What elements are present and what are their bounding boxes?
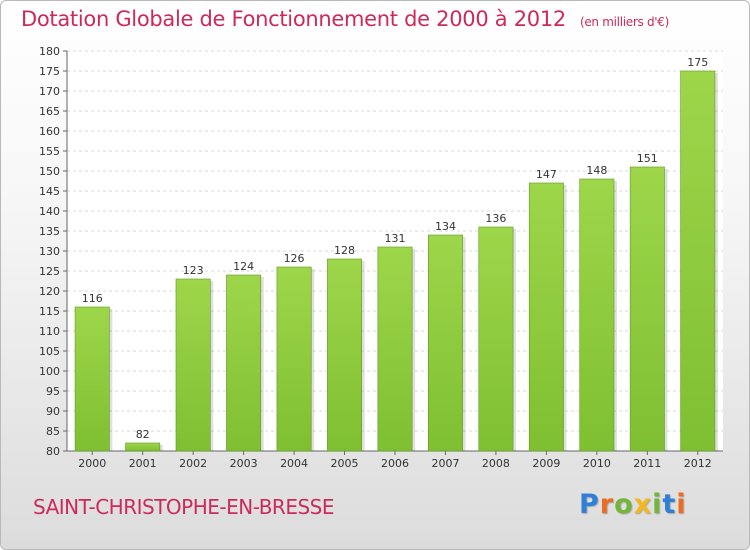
y-tick-label: 100: [39, 365, 60, 378]
x-tick-label: 2011: [633, 457, 661, 470]
logo-letter: x: [633, 489, 653, 520]
x-tick-label: 2003: [230, 457, 258, 470]
chart-unit: (en milliers d'€): [579, 15, 669, 29]
y-tick-label: 145: [39, 185, 60, 198]
data-label: 116: [82, 292, 103, 305]
bar-2001: [125, 442, 161, 452]
x-tick-label: 2012: [684, 457, 712, 470]
y-tick-label: 85: [46, 425, 60, 438]
y-tick-label: 160: [39, 125, 60, 138]
y-tick-label: 130: [39, 245, 60, 258]
data-label: 147: [536, 168, 557, 181]
logo-letter: i: [652, 489, 663, 520]
x-tick-label: 2009: [532, 457, 560, 470]
data-label: 131: [385, 232, 406, 245]
logo-letter: i: [676, 489, 687, 520]
commune-name: SAINT-CHRISTOPHE-EN-BRESSE: [33, 495, 335, 519]
x-tick-label: 2008: [482, 457, 510, 470]
data-label: 175: [687, 56, 708, 69]
y-tick-label: 105: [39, 345, 60, 358]
y-tick-label: 165: [39, 105, 60, 118]
x-tick-label: 2001: [129, 457, 157, 470]
y-tick-label: 175: [39, 65, 60, 78]
chart-title: Dotation Globale de Fonctionnement de 20…: [21, 7, 669, 31]
labels: 80 85 90 95 100 105 110 115 120 125 130 135 140 145 15…: [39, 45, 712, 470]
x-tick-label: 2002: [179, 457, 207, 470]
data-label: 124: [233, 260, 254, 273]
data-label: 134: [435, 220, 456, 233]
x-tick-label: 2006: [381, 457, 409, 470]
x-tick-label: 2007: [431, 457, 459, 470]
proxiti-logo: Proxiti: [579, 489, 687, 520]
y-tick-label: 170: [39, 85, 60, 98]
x-tick-label: 2000: [78, 457, 106, 470]
logo-letter: t: [662, 489, 677, 520]
bar-2003: [226, 274, 262, 452]
bar-2000: [74, 306, 110, 452]
bar-2008: [478, 226, 514, 452]
data-label: 82: [136, 428, 150, 441]
bar-2002: [175, 278, 211, 452]
y-tick-label: 120: [39, 285, 60, 298]
y-tick-label: 180: [39, 45, 60, 58]
bar-2005: [327, 258, 362, 452]
y-tick-label: 95: [46, 385, 60, 398]
data-label: 136: [485, 212, 506, 225]
y-tick-label: 110: [39, 325, 60, 338]
y-tick-label: 140: [39, 205, 60, 218]
bar-2012: [680, 70, 716, 452]
y-tick-label: 90: [46, 405, 60, 418]
y-tick-label: 135: [39, 225, 60, 238]
x-tick-label: 2004: [280, 457, 308, 470]
bar-2007: [428, 234, 463, 452]
data-label: 128: [334, 244, 355, 257]
bar-2006: [377, 246, 413, 452]
y-tick-label: 115: [39, 305, 60, 318]
x-tick-label: 2010: [583, 457, 611, 470]
bar-2004: [276, 266, 312, 452]
x-tick-label: 2005: [331, 457, 359, 470]
data-label: 148: [586, 164, 607, 177]
chart-title-text: Dotation Globale de Fonctionnement de 20…: [21, 7, 566, 31]
bar-2011: [629, 166, 665, 452]
y-tick-label: 155: [39, 145, 60, 158]
logo-letter: o: [614, 489, 634, 520]
logo-letter: r: [599, 489, 615, 520]
y-tick-label: 150: [39, 165, 60, 178]
y-tick-label: 80: [46, 445, 60, 458]
bar-2010: [579, 178, 615, 452]
data-label: 126: [284, 252, 305, 265]
bar-2009: [528, 182, 564, 452]
data-label: 151: [637, 152, 658, 165]
data-label: 123: [183, 264, 204, 277]
logo-letter: P: [579, 489, 600, 520]
y-tick-label: 125: [39, 265, 60, 278]
bars: [74, 70, 718, 452]
